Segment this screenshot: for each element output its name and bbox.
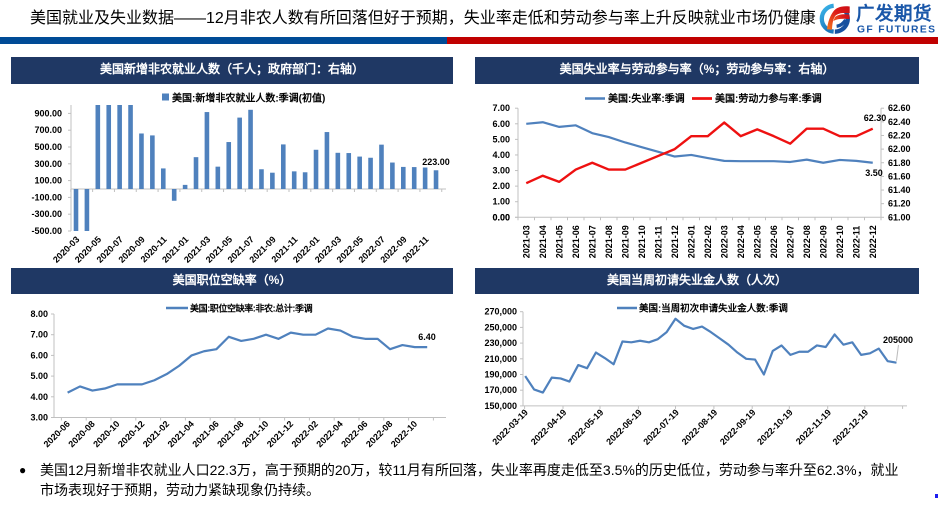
svg-text:-500.00: -500.00 bbox=[31, 226, 62, 236]
svg-text:3.00: 3.00 bbox=[30, 413, 48, 423]
svg-text:2022-04: 2022-04 bbox=[736, 225, 746, 258]
svg-text:2021-03: 2021-03 bbox=[521, 225, 531, 258]
svg-text:2022-03-19: 2022-03-19 bbox=[490, 407, 530, 447]
svg-text:2022-11-19: 2022-11-19 bbox=[794, 407, 833, 446]
svg-text:150,000: 150,000 bbox=[484, 401, 517, 411]
svg-text:2021-02: 2021-02 bbox=[141, 419, 171, 449]
svg-text:230,000: 230,000 bbox=[484, 338, 517, 348]
svg-text:2022-06-19: 2022-06-19 bbox=[604, 407, 644, 447]
svg-text:0.00: 0.00 bbox=[492, 212, 510, 222]
svg-text:0.00: 0.00 bbox=[492, 212, 510, 222]
svg-text:美国:职位空缺率:非农:总计:季调: 美国:职位空缺率:非农:总计:季调 bbox=[190, 303, 313, 314]
svg-text:2020-06: 2020-06 bbox=[42, 419, 72, 449]
svg-text:210,000: 210,000 bbox=[484, 354, 517, 364]
svg-text:2022-05-19: 2022-05-19 bbox=[566, 407, 606, 447]
svg-text:2022-08-19: 2022-08-19 bbox=[680, 407, 720, 447]
svg-text:美国:失业率:季调: 美国:失业率:季调 bbox=[608, 92, 685, 105]
svg-text:7.00: 7.00 bbox=[30, 330, 48, 340]
svg-text:900.00: 900.00 bbox=[34, 108, 62, 118]
svg-text:61.60: 61.60 bbox=[888, 171, 911, 181]
svg-text:广发期货: 广发期货 bbox=[856, 3, 932, 24]
svg-text:190,000: 190,000 bbox=[484, 370, 517, 380]
svg-text:2021-06: 2021-06 bbox=[190, 419, 220, 449]
svg-text:2022-07-19: 2022-07-19 bbox=[641, 407, 681, 447]
svg-text:6.00: 6.00 bbox=[30, 350, 48, 360]
svg-text:4.00: 4.00 bbox=[492, 150, 510, 160]
svg-text:2021-08: 2021-08 bbox=[215, 419, 245, 449]
svg-text:4.00: 4.00 bbox=[30, 392, 48, 402]
svg-text:700.00: 700.00 bbox=[34, 125, 62, 135]
svg-text:2022-10: 2022-10 bbox=[389, 419, 419, 449]
svg-text:2021-06: 2021-06 bbox=[571, 225, 581, 258]
svg-text:2022-06: 2022-06 bbox=[339, 419, 369, 449]
svg-text:2022-09: 2022-09 bbox=[818, 225, 828, 258]
svg-text:62.30: 62.30 bbox=[864, 113, 887, 123]
svg-text:GF FUTURES: GF FUTURES bbox=[857, 25, 936, 36]
svg-text:62.20: 62.20 bbox=[888, 130, 911, 140]
svg-text:6.00: 6.00 bbox=[492, 119, 510, 129]
svg-text:-300.00: -300.00 bbox=[31, 209, 62, 219]
svg-text:170,000: 170,000 bbox=[484, 385, 517, 395]
svg-text:2022-04: 2022-04 bbox=[314, 419, 344, 449]
svg-text:3.00: 3.00 bbox=[492, 166, 510, 176]
svg-text:2022-08: 2022-08 bbox=[802, 225, 812, 258]
svg-text:100.00: 100.00 bbox=[34, 176, 62, 186]
svg-text:205000: 205000 bbox=[883, 335, 913, 345]
svg-text:美国:新增非农就业人数:季调(初值): 美国:新增非农就业人数:季调(初值) bbox=[172, 92, 325, 105]
svg-text:223.00: 223.00 bbox=[422, 157, 450, 167]
svg-text:-100.00: -100.00 bbox=[31, 192, 62, 202]
svg-text:61.80: 61.80 bbox=[888, 158, 911, 168]
svg-text:2022-10: 2022-10 bbox=[835, 225, 845, 258]
svg-text:62.60: 62.60 bbox=[888, 103, 911, 113]
svg-text:8.00: 8.00 bbox=[30, 309, 48, 319]
svg-text:2022-12-19: 2022-12-19 bbox=[831, 407, 871, 447]
svg-text:250,000: 250,000 bbox=[484, 322, 517, 332]
svg-text:61.20: 61.20 bbox=[888, 199, 911, 209]
svg-text:5.00: 5.00 bbox=[30, 371, 48, 381]
svg-text:2022-05: 2022-05 bbox=[752, 225, 762, 258]
svg-text:7.00: 7.00 bbox=[492, 103, 510, 113]
svg-text:美国:劳动力参与率:季调: 美国:劳动力参与率:季调 bbox=[715, 92, 822, 105]
svg-text:2021-08: 2021-08 bbox=[604, 225, 614, 258]
svg-text:2022-12: 2022-12 bbox=[868, 225, 878, 258]
svg-text:3.50: 3.50 bbox=[865, 168, 883, 178]
svg-text:2020-12: 2020-12 bbox=[116, 419, 146, 449]
svg-text:2021-07: 2021-07 bbox=[587, 225, 597, 258]
svg-text:2.00: 2.00 bbox=[492, 181, 510, 191]
svg-text:2022-10-19: 2022-10-19 bbox=[755, 407, 795, 447]
svg-text:61.40: 61.40 bbox=[888, 185, 911, 195]
svg-text:2021-10: 2021-10 bbox=[240, 419, 270, 449]
svg-text:2021-10: 2021-10 bbox=[637, 225, 647, 258]
svg-text:2022-06: 2022-06 bbox=[769, 225, 779, 258]
svg-text:1.00: 1.00 bbox=[492, 197, 510, 207]
svg-text:2021-12: 2021-12 bbox=[265, 419, 295, 449]
svg-text:2022-11: 2022-11 bbox=[851, 226, 861, 259]
svg-text:2021-12: 2021-12 bbox=[670, 225, 680, 258]
svg-text:2022-01: 2022-01 bbox=[686, 225, 696, 258]
svg-text:62.00: 62.00 bbox=[888, 144, 911, 154]
svg-text:2022-09-19: 2022-09-19 bbox=[718, 407, 758, 447]
svg-text:6.40: 6.40 bbox=[418, 332, 436, 342]
svg-text:2022-03: 2022-03 bbox=[719, 225, 729, 258]
svg-text:62.40: 62.40 bbox=[888, 117, 911, 127]
svg-text:61.00: 61.00 bbox=[888, 212, 911, 222]
svg-text:2022-02: 2022-02 bbox=[703, 225, 713, 258]
svg-text:2020-08: 2020-08 bbox=[66, 419, 96, 449]
svg-text:美国:当周初次申请失业金人数:季调: 美国:当周初次申请失业金人数:季调 bbox=[638, 303, 788, 315]
svg-text:2021-05: 2021-05 bbox=[554, 225, 564, 258]
svg-text:500.00: 500.00 bbox=[34, 142, 62, 152]
svg-text:5.00: 5.00 bbox=[492, 134, 510, 144]
svg-text:2021-11: 2021-11 bbox=[653, 226, 663, 259]
svg-text:2020-10: 2020-10 bbox=[91, 419, 121, 449]
svg-text:2022-08: 2022-08 bbox=[364, 419, 394, 449]
svg-text:270,000: 270,000 bbox=[484, 307, 517, 317]
svg-text:2022-04-19: 2022-04-19 bbox=[529, 407, 569, 447]
svg-text:2021-04: 2021-04 bbox=[166, 419, 196, 449]
svg-text:300.00: 300.00 bbox=[34, 159, 62, 169]
svg-text:2021-04: 2021-04 bbox=[538, 225, 548, 258]
svg-text:2022-07: 2022-07 bbox=[785, 225, 795, 258]
svg-text:2022-02: 2022-02 bbox=[290, 419, 320, 449]
svg-text:2021-09: 2021-09 bbox=[620, 225, 630, 258]
